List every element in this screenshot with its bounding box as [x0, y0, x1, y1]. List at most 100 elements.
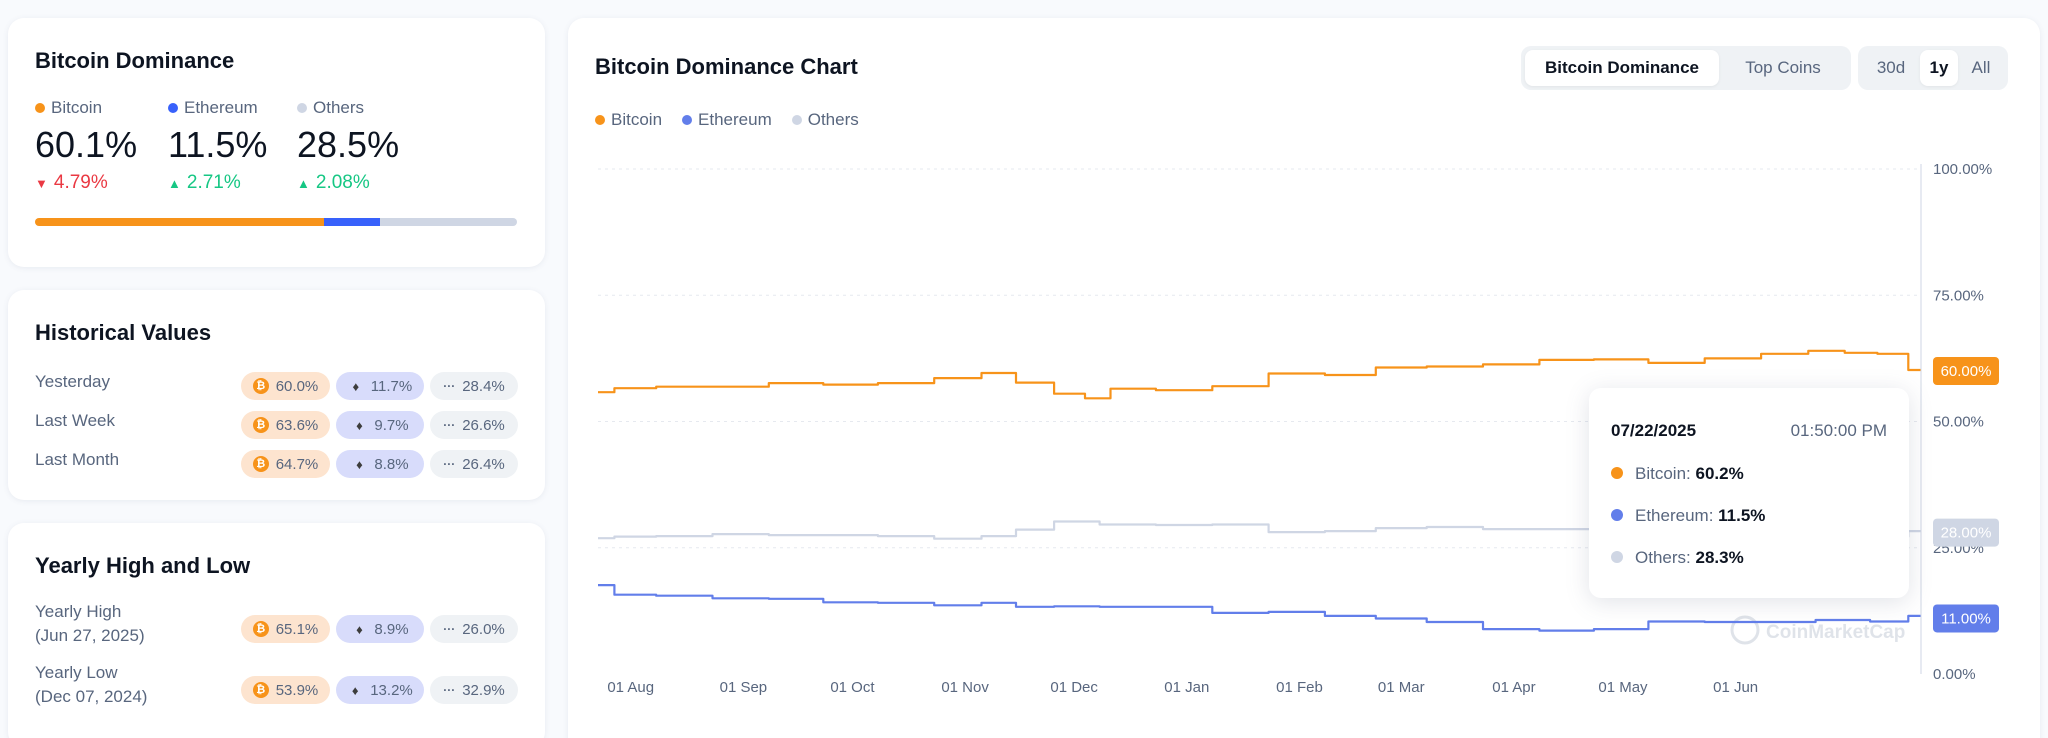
yearly-high-date: (Jun 27, 2025) — [35, 626, 145, 645]
bitcoin-icon: ₿ — [252, 682, 269, 698]
coin-value: 28.5% — [297, 124, 400, 165]
tooltip-row-bitcoin: Bitcoin: 60.2% — [1611, 464, 1744, 484]
historical-row-values: ₿ 64.7% ♦ 8.8% ··· 26.4% — [241, 450, 518, 478]
x-tick-label: 01 Aug — [607, 679, 654, 696]
eth-pill: ♦ 9.7% — [336, 411, 424, 439]
coin-name: Ethereum — [184, 98, 258, 117]
historical-row-values: ₿ 63.6% ♦ 9.7% ··· 26.6% — [241, 411, 518, 439]
dominance-title: Bitcoin Dominance — [35, 48, 235, 73]
bitcoin-icon: ₿ — [252, 378, 269, 394]
ethereum-icon: ♦ — [356, 417, 363, 433]
end-label-text: 11.00% — [1941, 610, 1991, 627]
x-tick-label: 01 May — [1598, 679, 1648, 696]
series-line-bitcoin — [598, 349, 1921, 400]
dominance-bar-ethereum — [324, 218, 380, 226]
yearly-row-label: Yearly Low (Dec 07, 2024) — [35, 661, 147, 709]
legend-item-ethereum[interactable]: Ethereum — [682, 110, 772, 130]
btc-pill: ₿ 60.0% — [241, 372, 330, 400]
tooltip-dot-bitcoin — [1611, 467, 1623, 479]
tooltip-date: 07/22/2025 — [1611, 421, 1697, 440]
others-pill: ··· 26.4% — [430, 450, 518, 478]
tab-bitcoin-dominance[interactable]: Bitcoin Dominance — [1525, 50, 1719, 86]
coinmarketcap-logo-icon — [1730, 615, 1760, 645]
legend-dot-others — [791, 115, 802, 125]
x-tick-label: 01 Jan — [1164, 679, 1209, 696]
caret-up-icon: ▲ — [168, 176, 181, 191]
btc-pill: ₿ 65.1% — [241, 615, 330, 643]
eth-pill: ♦ 11.7% — [336, 372, 424, 400]
range-30d[interactable]: 30d — [1876, 58, 1906, 77]
btc-pill: ₿ 64.7% — [241, 450, 330, 478]
historical-row-label: Yesterday — [35, 372, 110, 391]
x-tick-label: 01 Feb — [1276, 679, 1323, 696]
dominance-card: Bitcoin Dominance Bitcoin 60.1% ▼ 4.79% E… — [8, 18, 545, 267]
yearly-high-label: Yearly High — [35, 602, 122, 621]
caret-down-icon: ▼ — [35, 176, 48, 191]
ethereum-icon: ♦ — [356, 456, 363, 472]
y-tick-label: 100.00% — [1933, 161, 1992, 178]
chart-title: Bitcoin Dominance Chart — [595, 54, 858, 79]
end-label-others — [1933, 518, 1999, 547]
chart-card: Bitcoin Dominance Chart Bitcoin Dominanc… — [568, 18, 2040, 738]
bitcoin-dot — [35, 103, 45, 113]
chart-end-labels: 60.00% 28.00% 11.00% — [1933, 357, 1999, 633]
btc-pill: ₿ 53.9% — [241, 676, 330, 704]
x-tick-label: 01 Nov — [941, 679, 989, 696]
coin-change: 4.79% — [53, 172, 108, 193]
coin-ethereum: Ethereum 11.5% ▲ 2.71% — [168, 98, 267, 194]
legend-item-bitcoin[interactable]: Bitcoin — [595, 110, 662, 130]
coin-name: Others — [313, 98, 365, 117]
dominance-bar — [35, 218, 517, 226]
range-all[interactable]: All — [1971, 58, 1991, 77]
yearly-low-label: Yearly Low — [35, 663, 118, 682]
x-tick-label: 01 Oct — [830, 679, 875, 696]
others-pill: ··· 26.0% — [430, 615, 518, 643]
eth-pill: ♦ 8.8% — [336, 450, 424, 478]
historical-card: Historical Values Yesterday ₿ 60.0% ♦ 11.7… — [8, 290, 545, 500]
yearly-title: Yearly High and Low — [35, 553, 251, 578]
ethereum-icon: ♦ — [351, 682, 359, 698]
x-tick-label: 01 Dec — [1050, 679, 1098, 696]
tab-top-coins[interactable]: Top Coins — [1745, 58, 1821, 77]
end-label-text: 60.00% — [1941, 363, 1992, 380]
others-pill: ··· 32.9% — [430, 676, 518, 704]
historical-row-values: ₿ 60.0% ♦ 11.7% ··· 28.4% — [241, 372, 518, 400]
ellipsis-icon: ··· — [443, 622, 456, 636]
dominance-bar-others — [379, 218, 517, 226]
bitcoin-icon: ₿ — [252, 417, 269, 433]
yearly-row-values: ₿ 65.1% ♦ 8.9% ··· 26.0% — [241, 615, 518, 643]
x-tick-label: 01 Sep — [720, 679, 768, 696]
coin-value: 60.1% — [35, 124, 138, 165]
ethereum-dot — [168, 103, 178, 113]
legend-item-others[interactable]: Others — [791, 110, 859, 130]
watermark-text: CoinMarketCap — [1766, 622, 1905, 643]
coin-value: 11.5% — [168, 124, 268, 165]
btc-pill: ₿ 63.6% — [241, 411, 330, 439]
eth-pill: ♦ 8.9% — [336, 615, 424, 643]
coin-name: Bitcoin — [51, 98, 103, 117]
historical-row-label: Last Month — [35, 450, 120, 469]
legend-dot-ethereum — [682, 115, 693, 125]
ellipsis-icon: ··· — [443, 457, 456, 471]
eth-pill: ♦ 13.2% — [336, 676, 424, 704]
x-tick-label: 01 Apr — [1492, 679, 1535, 696]
dominance-bar-bitcoin — [35, 218, 325, 226]
ethereum-icon: ♦ — [356, 621, 363, 637]
historical-row-label: Last Week — [35, 411, 116, 430]
dominance-line-chart[interactable]: CoinMarketCap 0.00%25.00%50.00%75.00%100… — [568, 18, 2040, 738]
series-line-ethereum — [598, 584, 1921, 632]
tooltip-dot-ethereum — [1611, 509, 1623, 521]
x-tick-label: 01 Mar — [1378, 679, 1425, 696]
tooltip-row-others: Others: 28.3% — [1611, 548, 1744, 568]
range-1y[interactable]: 1y — [1920, 50, 1958, 86]
legend-dot-bitcoin — [595, 115, 605, 125]
coin-change: 2.71% — [186, 172, 241, 193]
end-label-ethereum — [1933, 604, 1999, 633]
chart-tooltip: 07/22/2025 01:50:00 PM Bitcoin: 60.2% Et… — [1589, 388, 1909, 598]
coin-change: 2.08% — [315, 172, 370, 193]
bitcoin-icon: ₿ — [252, 621, 269, 637]
tooltip-dot-others — [1611, 551, 1623, 563]
end-label-text: 28.00% — [1941, 525, 1992, 542]
end-label-bitcoin — [1933, 357, 1999, 385]
yearly-low-date: (Dec 07, 2024) — [35, 687, 148, 706]
